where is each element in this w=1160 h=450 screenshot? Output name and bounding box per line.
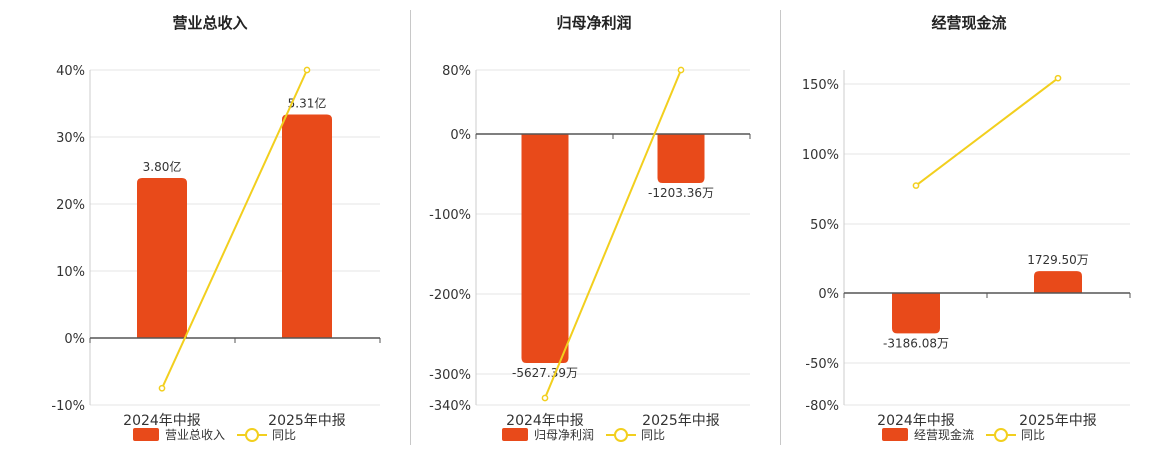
x-category-label: 2025年中报 [268, 413, 346, 429]
legend-bar-swatch [133, 428, 159, 441]
legend-line-label: 同比 [641, 428, 666, 442]
x-category-label: 2025年中报 [1019, 413, 1097, 429]
y-tick-label: 100% [802, 148, 839, 163]
bar-value-label: 3.80亿 [143, 159, 182, 174]
bar [521, 134, 569, 364]
y-tick-label: -10% [51, 399, 85, 414]
cash-flow-chart-svg: 150% 100% 50% 0% -50% -80% -3186.08万 1729.50万 20… [802, 70, 1131, 429]
bar-value-label: 1729.50万 [1027, 253, 1089, 267]
y-tick-label: 10% [56, 265, 85, 280]
revenue-chart-svg: 40% 30% 20% 10% 0% -10% 3.80亿 5.31亿 2024年中报 2025年… [51, 64, 381, 429]
y-tick-label: -200% [429, 288, 471, 303]
y-tick-label: -340% [429, 399, 471, 414]
yoy-point [541, 394, 549, 402]
x-category-label: 2025年中报 [642, 413, 720, 429]
net-profit-chart-title: 归母净利润 [556, 14, 632, 32]
yoy-line [544, 69, 682, 399]
legend-line-swatch [986, 428, 1017, 442]
bar [282, 114, 332, 338]
yoy-point [303, 66, 311, 74]
legend-bar-swatch [502, 428, 528, 441]
y-tick-label: 0% [450, 128, 471, 143]
y-tick-label: 0% [64, 332, 85, 347]
y-tick-label: 30% [56, 131, 85, 146]
y-tick-label: -100% [429, 208, 471, 223]
bar-value-label: -3186.08万 [883, 336, 949, 350]
y-tick-label: 20% [56, 198, 85, 213]
bar-value-label: -1203.36万 [648, 186, 714, 200]
bar [137, 178, 187, 338]
bar [892, 293, 940, 334]
y-tick-label: 150% [802, 78, 839, 93]
y-tick-label: -80% [805, 399, 839, 414]
yoy-point [912, 182, 920, 189]
legend-line-label: 同比 [1021, 428, 1046, 442]
y-tick-label: 40% [56, 64, 85, 79]
legend-bar-swatch [882, 428, 908, 441]
yoy-line [915, 77, 1059, 187]
net-profit-chart-legend[interactable]: 归母净利润 同比 [502, 426, 665, 443]
y-tick-label: 50% [810, 218, 839, 233]
x-category-label: 2024年中报 [506, 413, 584, 429]
panel-divider [780, 10, 781, 445]
bar-value-label: 5.31亿 [288, 95, 327, 110]
yoy-point [1054, 74, 1062, 82]
x-category-label: 2024年中报 [877, 413, 955, 429]
net-profit-chart-svg: 80% 0% -100% -200% -300% -340% -5627.39万 -1203.… [429, 64, 751, 429]
legend-bar-label: 归母净利润 [534, 428, 595, 442]
cash-flow-chart-panel: 经营现金流 150% 100% 50% 0% -50% -80% -3186.08万 1729… [781, 0, 1160, 450]
yoy-point [677, 66, 685, 74]
bar-value-label: -5627.39万 [512, 366, 578, 380]
y-tick-label: -50% [805, 357, 839, 372]
revenue-chart-title: 营业总收入 [172, 14, 248, 32]
y-tick-label: 80% [442, 64, 471, 79]
bar [657, 134, 705, 183]
y-tick-label: 0% [818, 287, 839, 302]
revenue-chart-panel: 营业总收入 40% 30% 20% 10% 0% -10% 3.80亿 5.31亿 2024年中… [0, 0, 410, 450]
bar [1034, 271, 1082, 293]
y-tick-label: -300% [429, 368, 471, 383]
legend-line-label: 同比 [272, 428, 297, 442]
net-profit-chart-panel: 归母净利润 80% 0% -100% -200% -300% -340% -5627.39万… [411, 0, 780, 450]
cash-flow-chart-title: 经营现金流 [931, 14, 1007, 32]
x-category-label: 2024年中报 [123, 413, 201, 429]
revenue-chart-legend[interactable]: 营业总收入 同比 [133, 426, 296, 443]
legend-bar-label: 营业总收入 [165, 428, 226, 442]
yoy-point [158, 384, 166, 392]
legend-bar-label: 经营现金流 [914, 428, 975, 442]
yoy-line [161, 69, 308, 389]
cash-flow-chart-legend[interactable]: 经营现金流 同比 [882, 426, 1045, 443]
legend-line-swatch [606, 428, 637, 442]
panel-divider [410, 10, 411, 445]
legend-line-swatch [237, 428, 268, 442]
